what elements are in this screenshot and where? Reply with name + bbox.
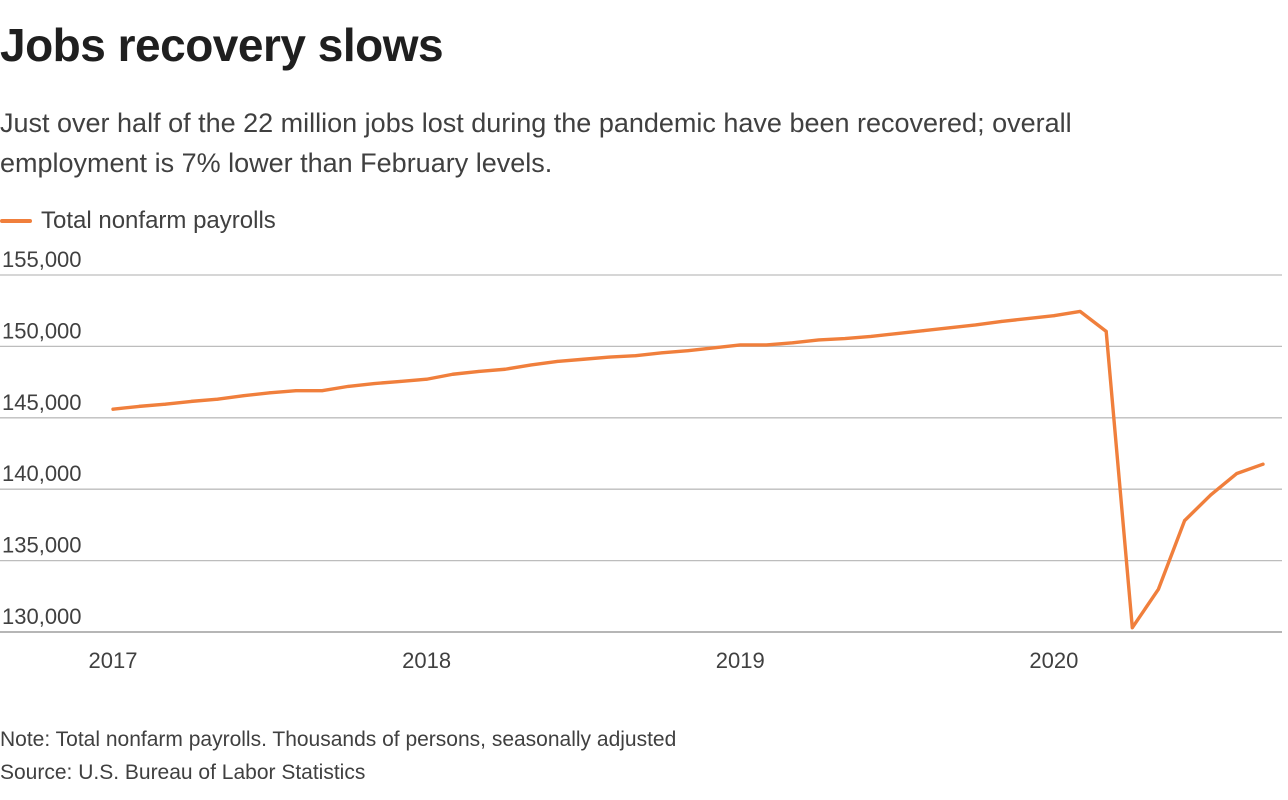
footer-note: Note: Total nonfarm payrolls. Thousands … [0,728,677,751]
data-point [974,323,977,327]
y-tick-label: 135,000 [2,533,82,558]
series-layer [111,309,1265,630]
data-point [1130,626,1134,630]
data-point [686,349,690,353]
y-tick-label: 150,000 [2,318,82,343]
data-point [399,379,402,383]
data-point [216,397,220,401]
data-point [581,357,585,361]
data-point [1026,317,1030,321]
x-axis-labels: 2017 2018 2019 2020 [89,648,1079,673]
y-axis-labels: 130,000 135,000 140,000 145,000 150,000 155,0… [2,250,82,629]
data-point [921,329,925,333]
data-point [137,404,141,408]
data-point [294,389,298,393]
data-point [477,369,481,373]
data-point [634,354,638,358]
y-tick-label: 130,000 [2,604,82,629]
data-point [372,382,376,386]
chart-title: Jobs recovery slows [0,19,444,71]
y-tick-label: 140,000 [2,461,82,486]
data-point [1156,587,1160,591]
data-point [1104,329,1108,333]
data-point [712,346,716,350]
data-point [1052,314,1056,318]
data-point [163,402,167,406]
data-point [791,341,795,345]
legend-label: Total nonfarm payrolls [41,207,276,234]
data-point [111,407,115,411]
data-point [425,377,429,381]
data-point [947,326,951,330]
data-point [1183,519,1187,523]
data-point [1235,471,1239,475]
x-tick-label: 2019 [716,648,765,673]
data-point [242,394,246,398]
legend-swatch [0,219,32,223]
data-point [1000,319,1004,323]
series-line [111,309,1265,630]
data-point [1078,309,1082,313]
x-tick-label: 2020 [1029,648,1078,673]
data-point [555,359,559,363]
data-point [660,351,664,355]
data-point [869,334,873,338]
data-point [843,337,847,341]
data-point [817,338,821,342]
data-point [1261,462,1265,466]
data-point [738,343,742,347]
data-point [451,372,455,376]
data-point [320,389,324,393]
gridlines [0,274,1282,633]
data-point [346,384,350,388]
x-tick-label: 2018 [402,648,451,673]
y-tick-label: 145,000 [2,390,82,415]
data-point [189,399,193,403]
data-point [529,363,533,367]
data-point [1209,493,1213,497]
data-point [503,367,507,371]
x-tick-label: 2017 [89,648,138,673]
chart-subtitle: Just over half of the 22 million jobs lo… [0,108,1072,178]
data-point [895,332,899,336]
legend: Total nonfarm payrolls [0,206,276,236]
footer-source: Source: U.S. Bureau of Labor Statistics [0,761,366,784]
data-point [764,343,768,347]
y-tick-label: 155,000 [2,250,82,272]
data-point [268,391,272,395]
data-point [608,355,612,359]
line-chart: 130,000 135,000 140,000 145,000 150,000 155,0… [0,250,1282,673]
